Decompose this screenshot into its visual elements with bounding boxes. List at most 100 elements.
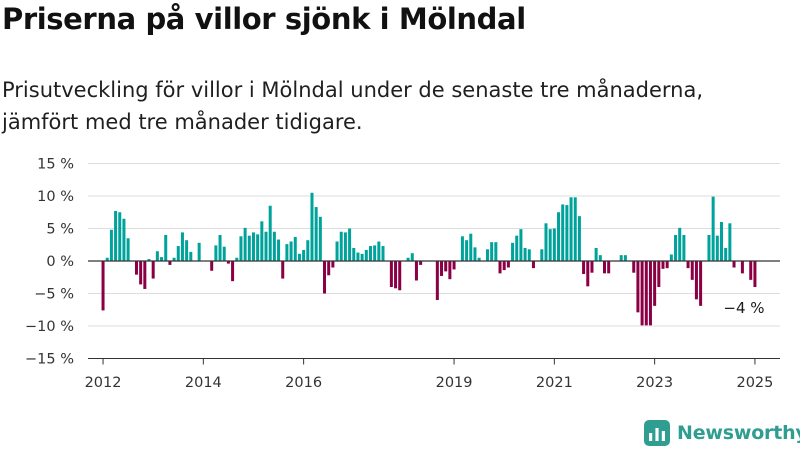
bar <box>109 229 113 261</box>
bar <box>256 234 260 261</box>
bar <box>548 229 552 261</box>
bar <box>151 261 155 279</box>
bar-chart-logo-icon <box>644 420 670 446</box>
bar <box>247 235 251 261</box>
bar <box>197 242 201 261</box>
bar <box>569 197 573 261</box>
bar <box>272 231 276 261</box>
bar <box>155 251 159 261</box>
bar <box>398 261 402 291</box>
bar <box>469 233 473 261</box>
bar <box>260 221 264 261</box>
x-tick-label: 2019 <box>436 375 473 391</box>
bar <box>176 246 180 261</box>
bar <box>306 240 310 261</box>
bar <box>686 261 690 269</box>
bar <box>122 218 126 261</box>
y-tick-label: −5 % <box>34 287 74 303</box>
bar <box>134 261 138 275</box>
axes <box>88 260 780 365</box>
bar <box>381 246 385 261</box>
chart-subtitle: Prisutveckling för villor i Mölndal unde… <box>2 78 704 134</box>
bar <box>682 235 686 261</box>
bar <box>302 249 306 261</box>
bar <box>335 241 339 261</box>
bar <box>289 241 293 261</box>
bar <box>243 227 247 261</box>
bar <box>502 261 506 271</box>
bar <box>699 261 703 306</box>
x-axis-tick-labels: 2012 2014 2016 2019 2021 2023 2025 <box>85 375 774 391</box>
bar <box>356 252 360 261</box>
bar <box>644 261 648 326</box>
bar <box>557 212 561 261</box>
bar <box>343 232 347 261</box>
bar <box>657 261 661 287</box>
bar <box>728 223 732 261</box>
x-tick-label: 2025 <box>736 375 773 391</box>
bar <box>189 251 193 261</box>
bar <box>164 235 168 261</box>
bar <box>239 236 243 261</box>
bar <box>661 261 665 269</box>
bar <box>724 248 728 261</box>
bar <box>377 241 381 261</box>
bar <box>210 261 214 271</box>
bar <box>594 248 598 261</box>
bar <box>586 261 590 287</box>
bar <box>653 261 657 306</box>
bar <box>101 261 105 311</box>
bar <box>268 205 272 261</box>
y-tick-label: 0 % <box>46 254 74 270</box>
bar <box>544 223 548 261</box>
x-tick-label: 2014 <box>185 375 222 391</box>
bar <box>632 261 636 273</box>
bar <box>444 261 448 272</box>
bar <box>598 255 602 261</box>
bar <box>619 255 623 261</box>
bar <box>339 231 343 261</box>
bar <box>636 261 640 313</box>
y-tick-label: 5 % <box>46 222 74 238</box>
bar <box>180 232 184 261</box>
x-tick-label: 2021 <box>536 375 573 391</box>
bar <box>719 222 723 261</box>
bar <box>327 261 331 276</box>
bar <box>147 259 151 261</box>
x-tick-label: 2023 <box>636 375 673 391</box>
bar <box>523 248 527 261</box>
bar <box>114 210 118 261</box>
bar <box>231 261 235 282</box>
bar <box>389 261 393 287</box>
y-axis-tick-labels: 15 % 10 % 5 % 0 % −5 % −10 % −15 % <box>25 157 74 368</box>
bar <box>711 196 715 261</box>
brand-logo: Newsworthy <box>644 419 800 447</box>
bar <box>506 261 510 268</box>
bar <box>640 261 644 326</box>
bar <box>690 261 694 280</box>
bar <box>465 240 469 261</box>
bars <box>101 192 757 326</box>
bar <box>552 228 556 261</box>
bar <box>565 205 569 261</box>
bar <box>665 261 669 269</box>
bar <box>590 261 594 273</box>
bar <box>477 257 481 261</box>
bar <box>160 257 164 261</box>
bar <box>582 261 586 274</box>
bar <box>573 197 577 261</box>
bar <box>419 261 423 265</box>
bar <box>368 246 372 261</box>
bar <box>314 207 318 261</box>
bar <box>297 253 301 261</box>
bar <box>331 261 335 268</box>
bar <box>172 257 176 261</box>
bar <box>143 261 147 289</box>
bar <box>168 261 172 265</box>
bar <box>251 232 255 261</box>
bar <box>623 255 627 261</box>
bar <box>281 261 285 279</box>
bar <box>448 261 452 280</box>
bar <box>753 261 757 287</box>
